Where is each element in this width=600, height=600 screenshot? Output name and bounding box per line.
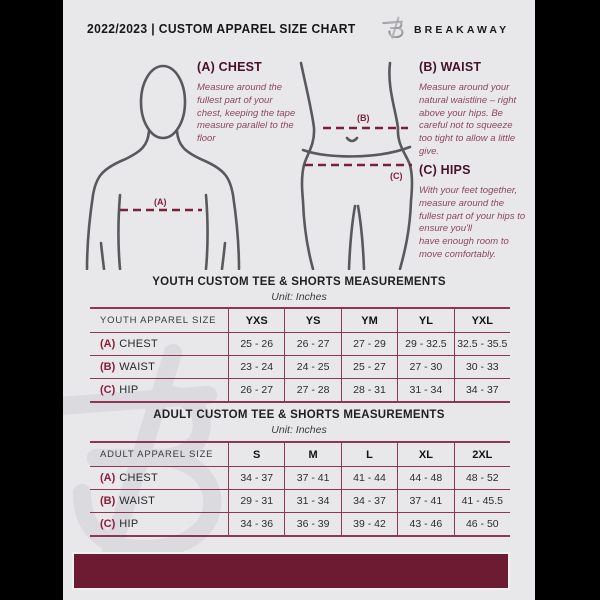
row-prefix: (B) <box>100 361 116 373</box>
table-cell: 37 - 41 <box>284 466 341 489</box>
page-title: 2022/2023 | CUSTOM APPAREL SIZE CHART <box>87 21 356 36</box>
adult-unit-label: Unit: Inches <box>271 424 327 436</box>
youth-header-cell: YOUTH APPAREL SIZE <box>100 315 217 326</box>
table-cell: 26 - 27 <box>284 332 341 355</box>
row-label: CHEST <box>119 338 159 350</box>
youth-size-table: YOUTH APPAREL SIZE YXS YS YM YL YXL (A) … <box>90 307 510 403</box>
chest-instruction-heading: (A) CHEST <box>197 60 262 74</box>
row-prefix: (C) <box>100 518 116 530</box>
measurement-figures: (A) (B) (C) <box>85 61 414 270</box>
table-cell: 23 - 24 <box>228 355 285 378</box>
row-label: CHEST <box>119 472 159 484</box>
youth-size-yxl: YXL <box>453 309 510 332</box>
youth-hip-row-label: (C) HIP <box>90 378 228 401</box>
size-chart-page: 2022/2023 | CUSTOM APPAREL SIZE CHART BR… <box>63 0 535 600</box>
hips-line-label: (C) <box>390 171 403 181</box>
adult-hip-row-label: (C) HIP <box>90 512 228 535</box>
row-label: WAIST <box>119 361 156 373</box>
table-cell: 43 - 46 <box>397 512 454 535</box>
breakaway-logo-icon <box>382 16 404 39</box>
adult-header-cell: ADULT APPAREL SIZE <box>100 449 214 460</box>
table-cell: 30 - 33 <box>453 355 510 378</box>
youth-size-yl: YL <box>397 309 453 332</box>
table-cell: 44 - 48 <box>397 466 454 489</box>
row-label: WAIST <box>119 495 156 507</box>
adult-size-2xl: 2XL <box>453 443 510 466</box>
table-cell: 31 - 34 <box>284 489 341 512</box>
table-cell: 48 - 52 <box>453 466 510 489</box>
youth-size-ys: YS <box>284 309 340 332</box>
table-cell: 34 - 37 <box>340 489 398 512</box>
table-cell: 24 - 25 <box>284 355 341 378</box>
row-label: HIP <box>119 384 139 396</box>
youth-waist-row-label: (B) WAIST <box>90 355 228 378</box>
table-cell: 39 - 42 <box>340 512 398 535</box>
adult-size-s: S <box>228 443 284 466</box>
chest-instruction-text: Measure around the fullest part of your … <box>197 82 296 145</box>
waist-instruction-heading: (B) WAIST <box>419 60 482 74</box>
table-cell: 25 - 27 <box>340 355 398 378</box>
table-cell: 36 - 39 <box>284 512 341 535</box>
adult-size-m: M <box>284 443 340 466</box>
table-cell: 37 - 41 <box>397 489 454 512</box>
upper-body-figure: (A) <box>85 64 241 270</box>
table-cell: 27 - 29 <box>340 332 398 355</box>
youth-unit-label: Unit: Inches <box>271 291 327 303</box>
waist-line-label: (B) <box>357 113 370 123</box>
row-prefix: (A) <box>100 338 116 350</box>
youth-table-title: YOUTH CUSTOM TEE & SHORTS MEASUREMENTS <box>152 276 446 288</box>
waist-instruction-text: Measure around your natural waistline – … <box>419 82 517 158</box>
table-cell: 29 - 31 <box>228 489 285 512</box>
lower-body-figure: (B) (C) <box>299 61 414 270</box>
adult-size-l: L <box>340 443 397 466</box>
hips-instruction-text: With your feet together, measure around … <box>419 185 526 261</box>
table-cell: 32.5 - 35.5 <box>453 332 510 355</box>
table-cell: 25 - 26 <box>228 332 285 355</box>
youth-size-ym: YM <box>340 309 397 332</box>
footer-bar <box>72 552 510 590</box>
adult-chest-row-label: (A) CHEST <box>90 466 228 489</box>
table-cell: 28 - 31 <box>340 378 398 401</box>
row-label: HIP <box>119 518 139 530</box>
table-cell: 46 - 50 <box>453 512 510 535</box>
youth-size-yxs: YXS <box>228 309 284 332</box>
adult-size-table: ADULT APPAREL SIZE S M L XL 2XL (A) CHES… <box>90 441 510 537</box>
youth-chest-row-label: (A) CHEST <box>90 332 228 355</box>
table-cell: 31 - 34 <box>397 378 454 401</box>
adult-table-title: ADULT CUSTOM TEE & SHORTS MEASUREMENTS <box>153 409 445 421</box>
table-cell: 27 - 28 <box>284 378 341 401</box>
table-cell: 34 - 37 <box>453 378 510 401</box>
row-prefix: (B) <box>100 495 116 507</box>
table-cell: 41 - 45.5 <box>453 489 510 512</box>
table-cell: 29 - 32.5 <box>397 332 454 355</box>
table-cell: 41 - 44 <box>340 466 398 489</box>
table-cell: 26 - 27 <box>228 378 285 401</box>
brand-name: BREAKAWAY <box>414 24 510 36</box>
adult-size-xl: XL <box>397 443 453 466</box>
table-cell: 34 - 36 <box>228 512 285 535</box>
table-cell: 34 - 37 <box>228 466 285 489</box>
adult-waist-row-label: (B) WAIST <box>90 489 228 512</box>
hips-instruction-heading: (C) HIPS <box>419 163 471 177</box>
row-prefix: (A) <box>100 472 116 484</box>
row-prefix: (C) <box>100 384 116 396</box>
chest-line-label: (A) <box>154 197 167 207</box>
table-cell: 27 - 30 <box>397 355 454 378</box>
